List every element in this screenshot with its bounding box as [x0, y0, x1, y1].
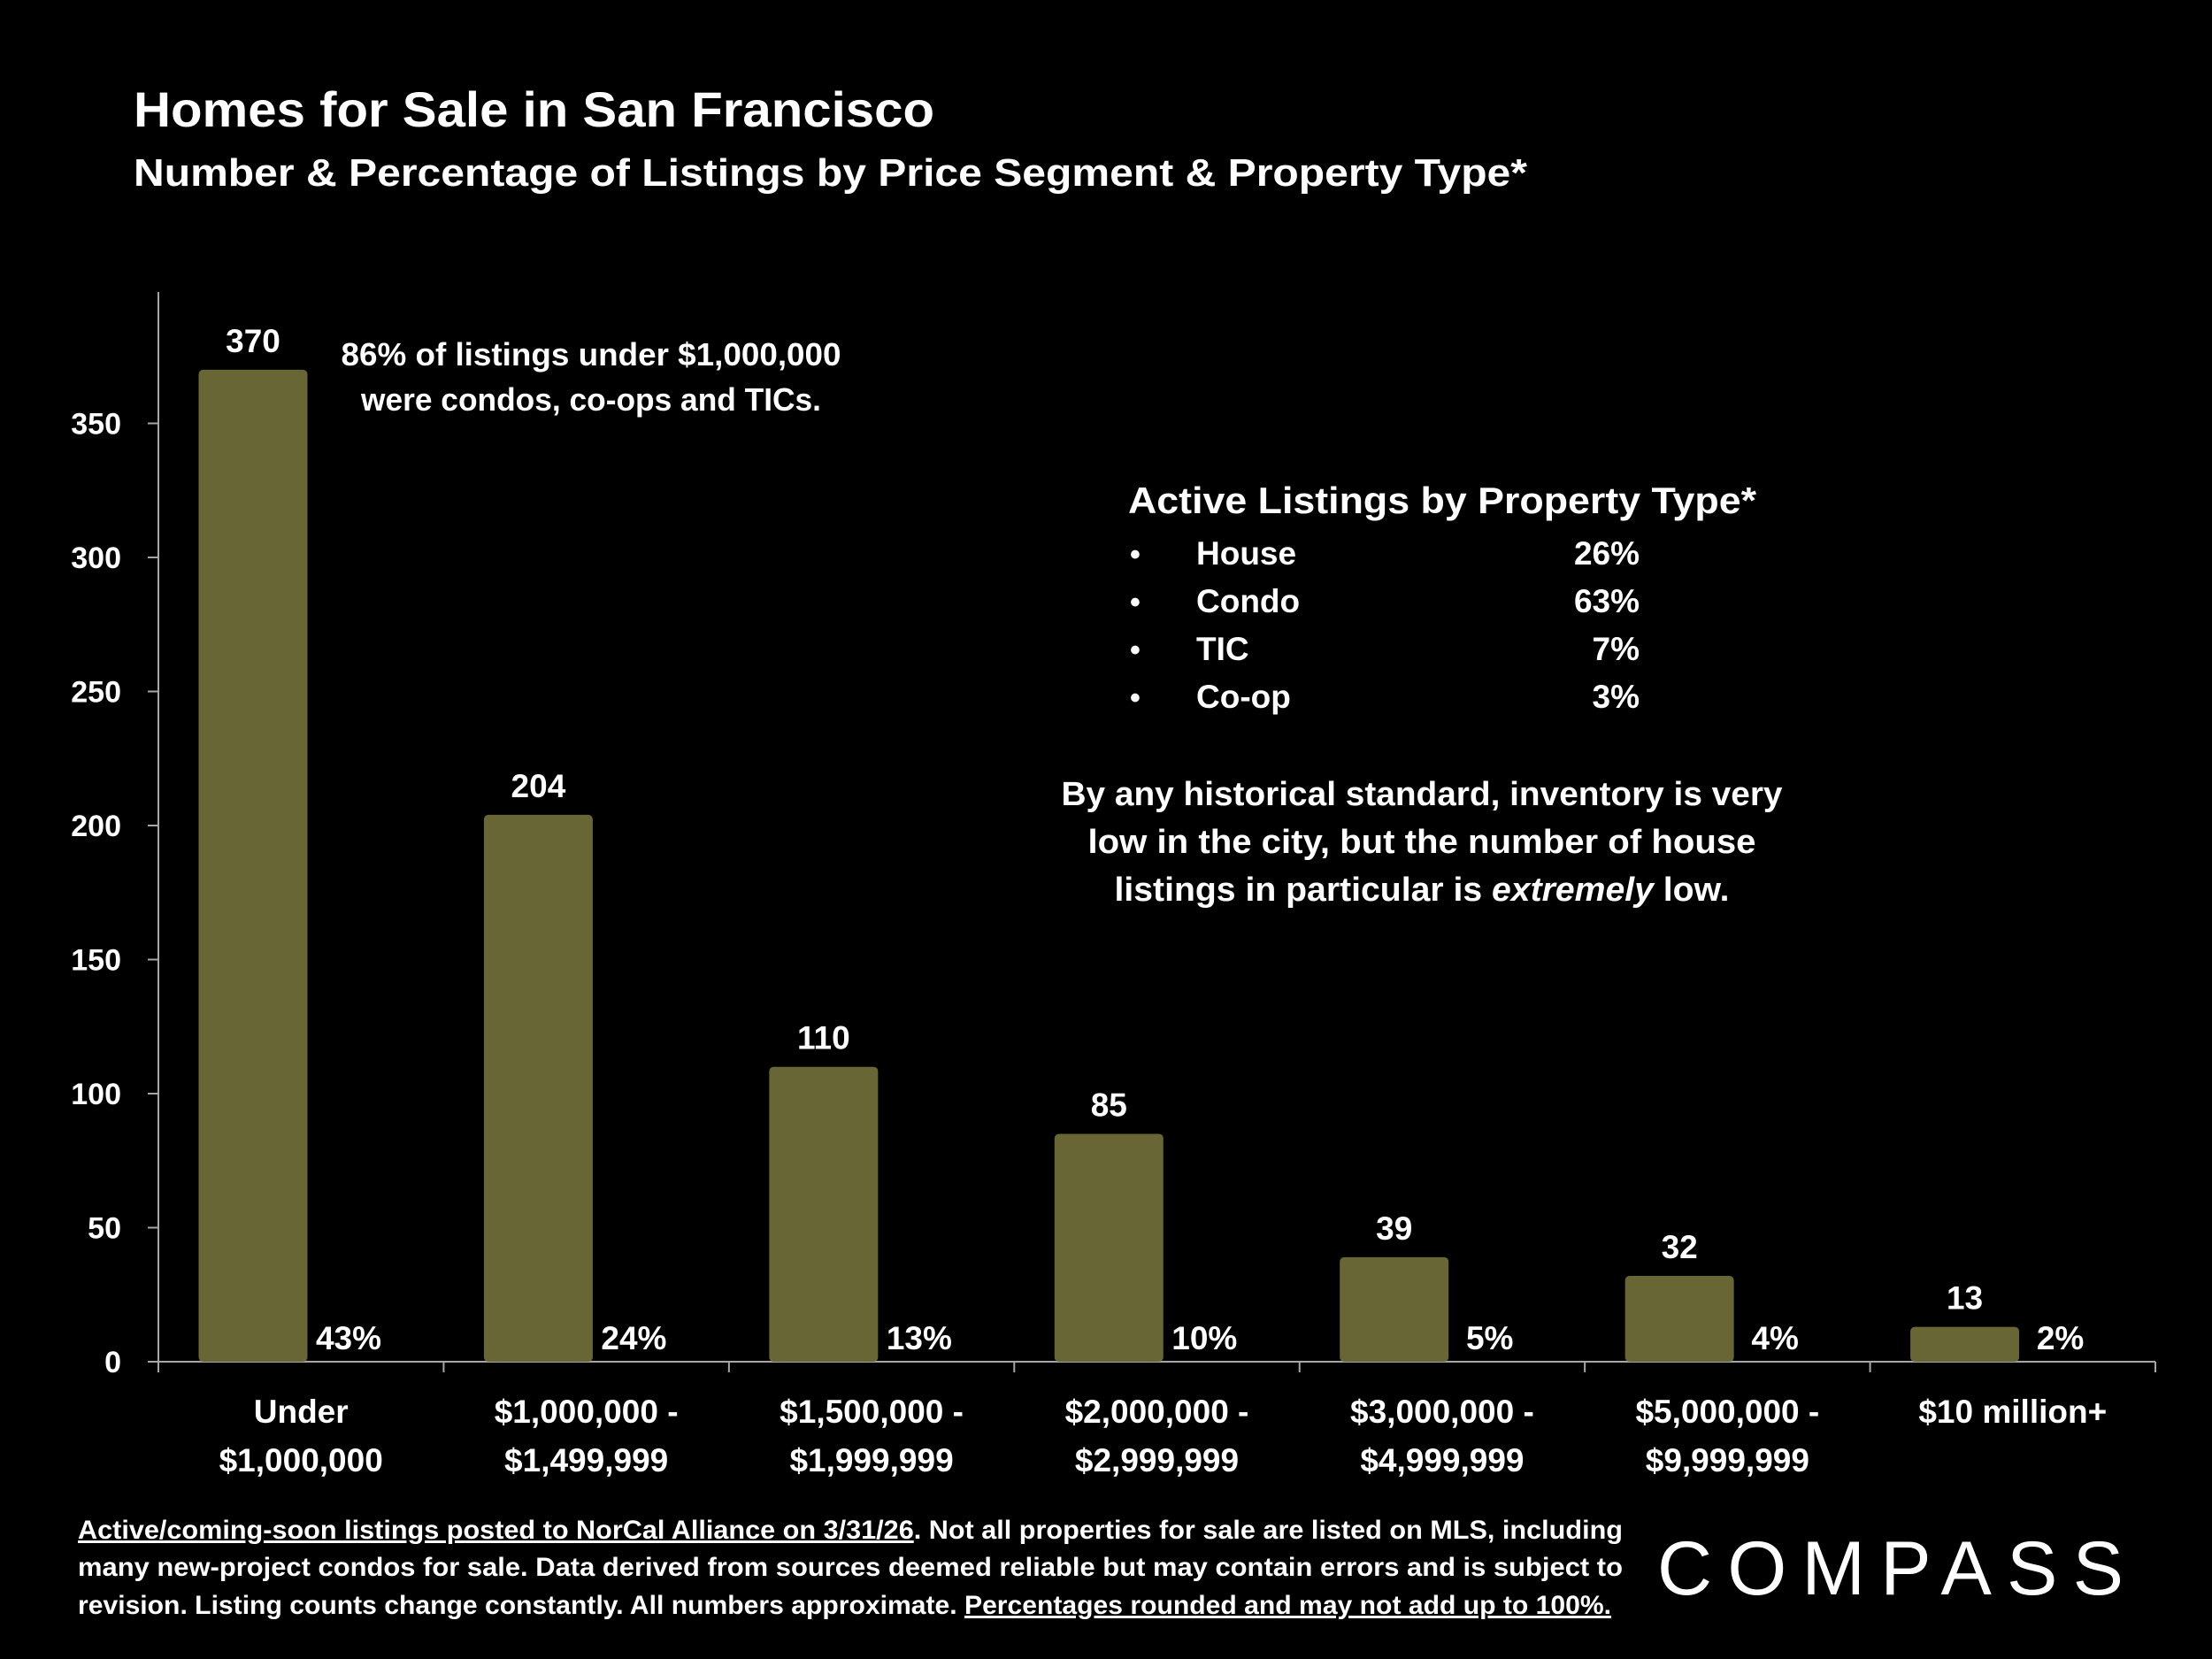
y-tick-label: 150 [71, 944, 121, 978]
bar-value-label: 85 [1091, 1087, 1127, 1123]
bar [483, 814, 593, 1362]
x-category-label: $1,499,999 [504, 1442, 668, 1479]
y-tick-label: 0 [104, 1346, 121, 1379]
compass-logo: COMPASS [1657, 1526, 2124, 1611]
bar-percent-label: 5% [1466, 1320, 1513, 1356]
x-category-label: $1,000,000 [219, 1442, 383, 1479]
bar-percent-label: 4% [1751, 1320, 1798, 1356]
commentary-line-2: low in the city, but the number of house [1088, 824, 1756, 861]
axes: 0 50 100 150 200 250 300 350 Under $1,000,000 $1,0… [71, 292, 2156, 1479]
property-type-label: Co-op [1196, 679, 1291, 715]
x-category-label: Under [254, 1394, 349, 1430]
x-category-label: $10 million+ [1918, 1394, 2107, 1430]
bar-value-label: 204 [511, 768, 566, 804]
bar-value-label: 39 [1376, 1210, 1412, 1247]
bar [198, 369, 308, 1362]
bullet-icon: • [1130, 538, 1141, 572]
x-category-label: $4,999,999 [1360, 1442, 1524, 1479]
bar-percent-label: 43% [316, 1320, 381, 1356]
y-tick-label: 250 [71, 676, 121, 710]
x-category-label: $9,999,999 [1646, 1442, 1809, 1479]
bars: 370 43% 204 24% 110 13% 85 10% 39 5% 32 4% 13 2% [198, 323, 2084, 1362]
bar-value-label: 370 [226, 323, 280, 359]
chart-subtitle: Number & Percentage of Listings by Price… [134, 151, 1528, 195]
commentary: By any historical standard, inventory is… [1062, 776, 1783, 909]
x-category-label: $1,500,000 - [780, 1394, 964, 1430]
property-type-value: 26% [1574, 535, 1640, 572]
property-type-label: House [1196, 535, 1296, 572]
property-type-row: • TIC 7% [1130, 631, 1640, 667]
bar-percent-label: 10% [1171, 1320, 1237, 1356]
bar-percent-label: 2% [2037, 1320, 2084, 1356]
bullet-icon: • [1130, 586, 1141, 619]
property-type-heading: Active Listings by Property Type* [1128, 480, 1757, 521]
bar [1624, 1276, 1734, 1362]
x-category-label: $3,000,000 - [1350, 1394, 1534, 1430]
bar [1910, 1326, 2020, 1362]
x-category-label: $2,000,000 - [1065, 1394, 1249, 1430]
x-category-label: $5,000,000 - [1635, 1394, 1819, 1430]
bullet-icon: • [1130, 681, 1141, 715]
bullet-icon: • [1130, 634, 1141, 667]
property-type-value: 3% [1593, 679, 1640, 715]
footnote-source-link: Active/coming-soon listings posted to No… [78, 1516, 914, 1545]
commentary-line-1: By any historical standard, inventory is… [1062, 776, 1783, 813]
bar-value-label: 110 [797, 1020, 850, 1056]
y-tick-label: 300 [71, 541, 121, 575]
bar-percent-label: 13% [887, 1320, 952, 1356]
chart-title: Homes for Sale in San Francisco [134, 81, 934, 137]
bar-value-label: 13 [1947, 1280, 1983, 1317]
bar [769, 1066, 879, 1362]
footnote: Active/coming-soon listings posted to No… [78, 1516, 1623, 1620]
property-type-label: TIC [1196, 631, 1249, 667]
bar-value-label: 32 [1662, 1229, 1698, 1265]
y-tick-label: 350 [71, 408, 121, 442]
property-type-value: 7% [1593, 631, 1640, 667]
bar [1054, 1133, 1164, 1362]
x-category-label: $1,999,999 [789, 1442, 953, 1479]
property-type-box: Active Listings by Property Type* • House… [1128, 480, 1757, 715]
bar [1340, 1256, 1449, 1362]
property-type-row: • House 26% [1130, 535, 1640, 572]
x-category-label: $1,000,000 - [495, 1394, 679, 1430]
y-tick-label: 50 [88, 1212, 121, 1246]
y-tick-label: 100 [71, 1078, 121, 1111]
annotation-line-2: were condos, co-ops and TICs. [360, 381, 821, 418]
x-category-label: $2,999,999 [1075, 1442, 1239, 1479]
property-type-row: • Co-op 3% [1130, 679, 1640, 715]
footnote-line-3: revision. Listing counts change constant… [78, 1591, 1611, 1620]
bar-percent-label: 24% [601, 1320, 666, 1356]
annotation-line-1: 86% of listings under $1,000,000 [342, 336, 841, 373]
footnote-line-2: many new-project condos for sale. Data d… [78, 1553, 1623, 1582]
footnote-line-1: Active/coming-soon listings posted to No… [78, 1516, 1623, 1545]
property-type-row: • Condo 63% [1130, 583, 1640, 619]
property-type-value: 63% [1574, 583, 1640, 619]
property-type-label: Condo [1196, 583, 1300, 619]
y-tick-label: 200 [71, 810, 121, 843]
commentary-line-3: listings in particular is extremely low. [1115, 872, 1730, 909]
